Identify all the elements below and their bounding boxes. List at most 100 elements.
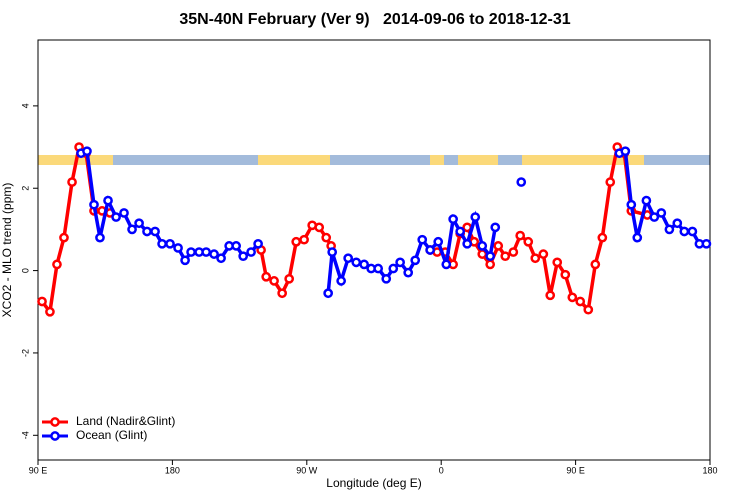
ocean-strip <box>38 155 710 165</box>
point <box>103 195 113 206</box>
point <box>37 296 47 307</box>
point <box>359 259 369 270</box>
x-tick-label: 180 <box>165 465 180 475</box>
point <box>493 241 504 251</box>
point <box>52 259 62 270</box>
point <box>381 273 392 284</box>
point <box>649 212 660 222</box>
point <box>701 238 712 249</box>
y-tick-label: -2 <box>20 349 30 357</box>
point <box>433 236 444 247</box>
point <box>238 251 249 262</box>
point <box>597 232 608 243</box>
point <box>134 218 144 229</box>
point <box>583 304 594 315</box>
point <box>284 273 295 284</box>
point <box>111 212 121 222</box>
y-tick-label: 2 <box>20 186 30 191</box>
point <box>314 222 325 233</box>
point <box>485 259 496 270</box>
x-tick-label: 0 <box>439 465 444 475</box>
point <box>425 245 435 255</box>
plot-frame <box>37 39 711 461</box>
chart-title: 35N-40N February (Ver 9) 2014-09-06 to 2… <box>179 11 570 28</box>
x-tick-label: 90 W <box>296 465 318 475</box>
point <box>82 146 92 157</box>
land-strip <box>522 155 644 165</box>
x-axis-label: Longitude (deg E) <box>326 476 421 490</box>
point <box>620 146 631 157</box>
point <box>632 232 643 243</box>
series-line <box>326 210 497 294</box>
point <box>277 288 288 299</box>
legend-label: Ocean (Glint) <box>76 428 147 442</box>
point <box>508 247 519 257</box>
point <box>410 255 421 266</box>
legend-label: Land (Nadir&Glint) <box>76 414 175 428</box>
point <box>626 199 637 210</box>
x-tick-label: 90 E <box>566 465 585 475</box>
land-strip <box>458 155 498 165</box>
point <box>523 236 534 247</box>
point <box>538 249 549 259</box>
point <box>291 236 302 247</box>
point <box>323 288 334 299</box>
point <box>209 249 219 259</box>
point <box>530 253 541 264</box>
point <box>269 276 279 286</box>
point <box>150 226 160 237</box>
land-strip <box>430 155 444 165</box>
point <box>165 238 175 249</box>
point <box>590 259 601 270</box>
point <box>246 247 256 257</box>
point <box>477 241 488 251</box>
legend-marker <box>50 417 60 427</box>
point <box>545 290 556 301</box>
point <box>351 257 362 268</box>
point <box>462 238 473 249</box>
point <box>388 263 399 274</box>
y-axis-label: XCO2 - MLO trend (ppm) <box>0 183 14 318</box>
point <box>216 253 226 264</box>
y-tick-label: 4 <box>20 103 30 108</box>
point <box>261 271 272 282</box>
y-tick-label: 0 <box>20 268 30 273</box>
point <box>672 218 683 229</box>
legend-marker <box>50 431 60 441</box>
point <box>59 232 69 243</box>
point <box>455 226 466 237</box>
point <box>373 263 384 274</box>
point <box>343 253 354 264</box>
point <box>656 208 667 218</box>
point <box>299 234 309 245</box>
point <box>687 226 698 237</box>
point <box>127 224 137 235</box>
point <box>89 199 99 210</box>
point <box>490 222 501 233</box>
point <box>253 238 263 249</box>
land-ocean-strip <box>38 155 710 165</box>
point <box>560 269 571 280</box>
point <box>500 251 511 262</box>
point <box>327 247 338 257</box>
point <box>157 238 167 249</box>
point <box>679 226 690 237</box>
point <box>515 230 526 241</box>
point <box>336 276 346 286</box>
point <box>142 226 152 237</box>
point <box>567 292 578 303</box>
x-tick-label: 180 <box>702 465 717 475</box>
x-tick-label: 90 E <box>29 465 48 475</box>
point <box>448 214 458 224</box>
point <box>321 232 332 243</box>
point <box>231 241 242 251</box>
point <box>403 267 414 278</box>
point <box>45 306 55 317</box>
point <box>186 247 196 257</box>
point <box>173 243 183 253</box>
point <box>485 251 496 262</box>
point <box>119 208 129 218</box>
point <box>67 177 77 187</box>
point <box>441 259 452 270</box>
